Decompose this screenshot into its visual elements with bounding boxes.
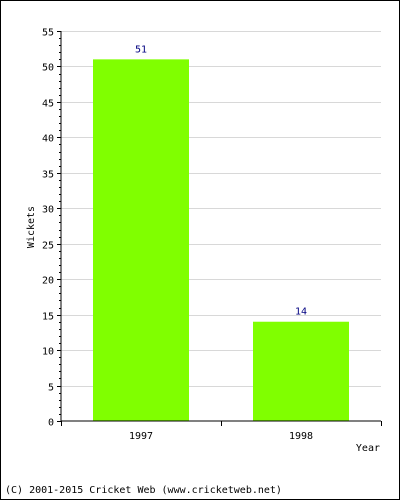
x-axis-title: Year [356, 443, 380, 454]
x-tick-label: 1997 [129, 431, 153, 442]
bar-1997 [93, 59, 189, 421]
y-tick-label: 10 [42, 347, 54, 358]
y-tick-label: 55 [42, 28, 54, 39]
y-axis-title: Wickets [26, 206, 37, 248]
data-label-1998: 14 [295, 307, 307, 318]
y-tick-label: 25 [42, 241, 54, 252]
y-tick-label: 50 [42, 63, 54, 74]
copyright-footer: (C) 2001-2015 Cricket Web (www.cricketwe… [5, 485, 282, 496]
bars [93, 59, 349, 421]
y-tick-label: 15 [42, 312, 54, 323]
y-tick-label: 5 [48, 383, 54, 394]
y-tick-label: 40 [42, 134, 54, 145]
bar-1998 [253, 321, 349, 421]
y-tick-label: 30 [42, 205, 54, 216]
data-label-1997: 51 [135, 44, 147, 55]
x-axis-ticks: 1997 1998 [61, 421, 382, 442]
y-tick-label: 45 [42, 99, 54, 110]
data-labels: 51 14 [135, 44, 307, 317]
x-tick-label: 1998 [289, 431, 313, 442]
y-axis-ticks: 0 5 10 15 20 25 30 35 40 45 50 55 [42, 28, 61, 429]
y-tick-label: 0 [48, 418, 54, 429]
y-tick-label: 35 [42, 170, 54, 181]
y-tick-label: 20 [42, 276, 54, 287]
